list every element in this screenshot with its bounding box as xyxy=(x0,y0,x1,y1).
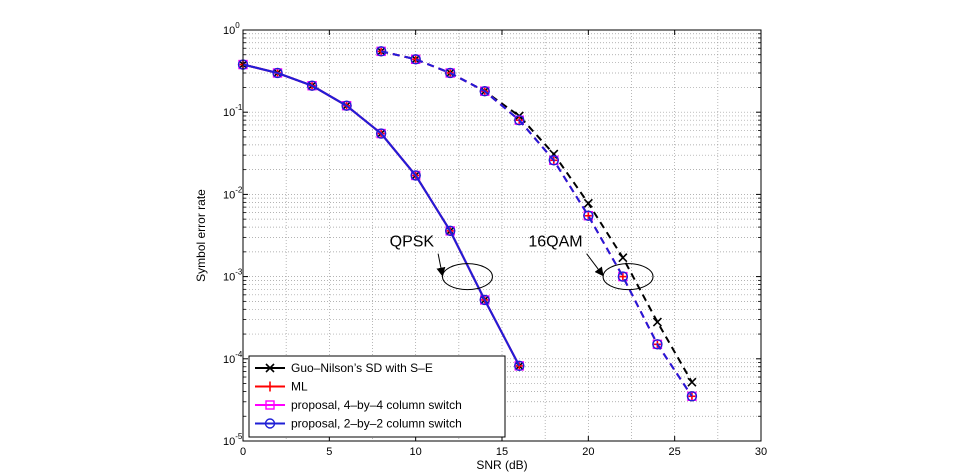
series-line xyxy=(242,63,521,367)
y-axis-label: Symbol error rate xyxy=(194,189,208,282)
series-line xyxy=(380,50,693,397)
data-point xyxy=(687,377,697,387)
legend-marker xyxy=(265,400,275,410)
series-line xyxy=(380,50,693,397)
x-tick-label: 10 xyxy=(410,446,422,458)
data-point xyxy=(375,46,387,57)
legend-entry: ML xyxy=(255,380,308,394)
annotation-ellipse xyxy=(441,263,493,291)
y-tick-label: 10-3 xyxy=(223,268,243,284)
legend-label: proposal, 4–by–4 column switch xyxy=(291,398,462,412)
annotations: QPSK 16QAM xyxy=(390,234,654,291)
x-tick-label: 25 xyxy=(669,446,681,458)
series-line xyxy=(380,50,693,383)
data-point xyxy=(583,198,593,208)
legend-label: Guo–Nilson’s SD with S–E xyxy=(291,361,433,375)
legend-label: ML xyxy=(291,380,308,394)
x-axis-label: SNR (dB) xyxy=(476,458,527,472)
plot-series xyxy=(237,46,698,402)
data-point xyxy=(583,210,594,221)
legend-box xyxy=(248,355,506,438)
series-line xyxy=(242,63,521,367)
data-point xyxy=(548,155,559,166)
legend-marker xyxy=(265,381,275,392)
data-point xyxy=(652,317,662,327)
y-tick-label: 10-4 xyxy=(223,350,243,366)
legend-entry: Guo–Nilson’s SD with S–E xyxy=(255,361,433,375)
x-tick-label: 20 xyxy=(582,446,594,458)
x-tick-label: 30 xyxy=(755,446,767,458)
data-point xyxy=(445,67,456,79)
x-tick-label: 15 xyxy=(496,446,508,458)
data-point xyxy=(618,253,628,263)
data-point xyxy=(445,225,456,237)
data-point xyxy=(272,67,283,79)
series-line xyxy=(242,63,521,367)
annotation-label: 16QAM xyxy=(528,234,582,251)
series-2 xyxy=(238,46,697,401)
data-point xyxy=(479,86,490,97)
x-tick-label: 0 xyxy=(240,446,246,458)
series-0 xyxy=(238,46,697,387)
legend-marker xyxy=(265,363,275,373)
data-point xyxy=(410,54,421,65)
data-point xyxy=(375,128,387,139)
annotation-label: QPSK xyxy=(390,234,435,251)
series-line xyxy=(380,50,693,397)
y-tick-label: 10-1 xyxy=(223,103,243,119)
annotation-ellipse xyxy=(602,263,654,291)
legend-entry: proposal, 2–by–2 column switch xyxy=(255,417,462,431)
legend-marker xyxy=(264,418,276,429)
annotation-arrow xyxy=(586,253,604,277)
y-tick-label: 100 xyxy=(223,21,240,37)
data-point xyxy=(514,360,525,372)
annotation-arrow xyxy=(436,253,446,277)
legend-label: proposal, 2–by–2 column switch xyxy=(291,417,462,431)
data-point xyxy=(410,170,421,181)
legend-entry: proposal, 4–by–4 column switch xyxy=(255,398,462,412)
series-line xyxy=(242,63,521,367)
series-1 xyxy=(238,46,697,402)
data-point xyxy=(652,339,663,350)
series-3 xyxy=(237,46,698,402)
legend: Guo–Nilson’s SD with S–E ML proposal, 4–by… xyxy=(248,355,506,438)
data-point xyxy=(514,114,525,126)
data-point xyxy=(617,271,629,282)
data-point xyxy=(686,391,698,402)
x-tick-label: 5 xyxy=(326,446,332,458)
data-point xyxy=(341,100,352,111)
y-tick-label: 10-2 xyxy=(223,185,243,201)
data-point xyxy=(479,294,490,306)
data-point xyxy=(306,80,318,91)
